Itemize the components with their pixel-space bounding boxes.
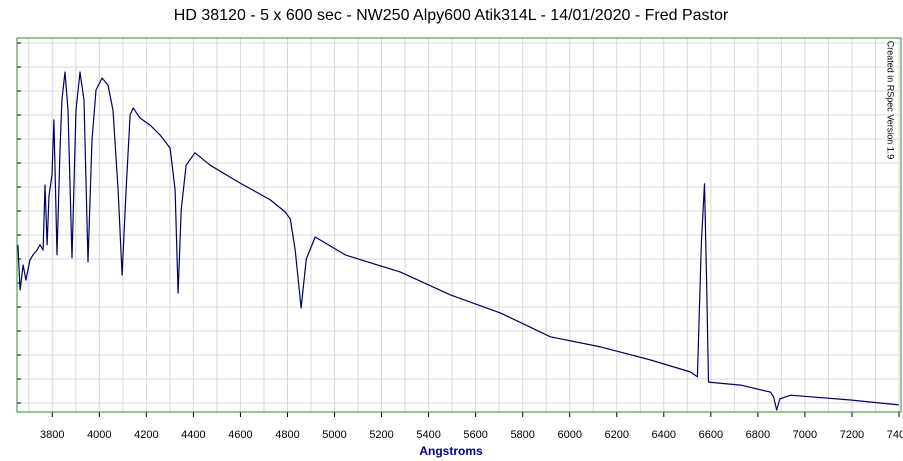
x-tick-label: 6000 (557, 429, 581, 441)
x-tick-label: 4000 (87, 429, 111, 441)
x-tick-label: 4600 (228, 429, 252, 441)
x-tick-label: 5800 (510, 429, 534, 441)
x-tick-label: 4800 (275, 429, 299, 441)
x-tick-label: 4200 (134, 429, 158, 441)
x-tick-label: 6200 (605, 429, 629, 441)
x-tick-label: 5200 (369, 429, 393, 441)
x-tick-label: 6600 (699, 429, 723, 441)
x-tick-label: 5400 (416, 429, 440, 441)
spectrum-line (17, 71, 899, 411)
x-tick-label: 3800 (40, 429, 64, 441)
x-tick-label: 7400 (887, 429, 903, 441)
plot-frame (16, 37, 902, 413)
x-tick-label: 4400 (181, 429, 205, 441)
x-tick-label: 6800 (746, 429, 770, 441)
x-tick-label: 5600 (463, 429, 487, 441)
x-tick-label: 6400 (652, 429, 676, 441)
chart-title: HD 38120 - 5 x 600 sec - NW250 Alpy600 A… (174, 7, 729, 24)
plot-area (17, 71, 899, 411)
grid (17, 38, 900, 417)
x-tick-label: 5000 (322, 429, 346, 441)
x-tick-label: 7000 (793, 429, 817, 441)
x-axis-label: Angstroms (419, 444, 483, 458)
x-tick-label: 7200 (840, 429, 864, 441)
annotation: Created in RSpec Version 1.9 (886, 41, 896, 160)
